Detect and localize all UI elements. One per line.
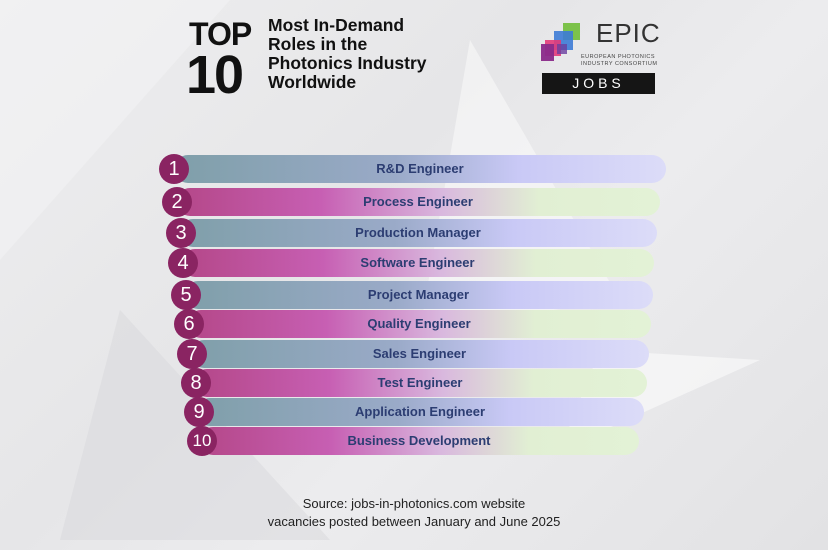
list-item: Application Engineer <box>196 398 644 426</box>
role-label: R&D Engineer <box>376 161 464 176</box>
rank-badge: 6 <box>174 309 204 339</box>
list-item: Project Manager <box>184 281 653 309</box>
list-item: Software Engineer <box>181 249 654 277</box>
source-date-line: vacancies posted between January and Jun… <box>267 514 561 529</box>
role-label: Quality Engineer <box>367 316 471 331</box>
epic-wordmark: EPIC <box>596 18 661 48</box>
epic-subtitle: EUROPEAN PHOTONICS INDUSTRY CONSORTIUM <box>581 54 657 68</box>
ten-label: 10 <box>186 45 244 105</box>
headline: Most In-Demand Roles in the Photonics In… <box>268 16 488 92</box>
header: TOP 10 Most In-Demand Roles in the Photo… <box>0 0 828 110</box>
epic-subtitle-line: EUROPEAN PHOTONICS <box>581 54 655 60</box>
rank-badge: 5 <box>171 280 201 310</box>
rank-badge: 10 <box>187 426 217 456</box>
source-line: Source: jobs-in-photonics.com website <box>302 496 526 511</box>
jobs-badge: JOBS <box>542 73 655 94</box>
rank-badge: 3 <box>166 218 196 248</box>
role-label: Application Engineer <box>354 404 485 419</box>
list-item: Sales Engineer <box>190 340 649 368</box>
headline-line: Worldwide <box>268 72 357 92</box>
list-item: Production Manager <box>179 219 657 247</box>
rank-badge: 2 <box>162 187 192 217</box>
headline-line: Photonics Industry <box>268 53 427 73</box>
role-label: Production Manager <box>355 225 481 240</box>
top-label: TOP <box>189 16 252 52</box>
epic-logo: EPIC EUROPEAN PHOTONICS INDUSTRY CONSORT… <box>541 18 661 94</box>
epic-squares-icon <box>541 23 580 61</box>
role-label: Business Development <box>347 433 491 448</box>
list-item: Quality Engineer <box>187 310 651 338</box>
headline-line: Most In-Demand <box>268 15 405 35</box>
list-item: Business Development <box>199 427 639 455</box>
role-label: Sales Engineer <box>372 346 467 361</box>
rank-badge: 7 <box>177 339 207 369</box>
role-label: Test Engineer <box>377 375 463 390</box>
role-label: Software Engineer <box>360 255 475 270</box>
rank-badge: 1 <box>159 154 189 184</box>
list-item: Process Engineer <box>176 188 660 216</box>
list-item: R&D Engineer <box>174 155 666 183</box>
epic-subtitle-line: INDUSTRY CONSORTIUM <box>581 61 658 67</box>
rank-badge: 4 <box>168 248 198 278</box>
rank-badge: 9 <box>184 397 214 427</box>
rank-badge: 8 <box>181 368 211 398</box>
source-footer: Source: jobs-in-photonics.com website va… <box>0 495 828 531</box>
list-item: Test Engineer <box>193 369 647 397</box>
headline-line: Roles in the <box>268 34 368 54</box>
role-label: Process Engineer <box>363 194 473 209</box>
role-label: Project Manager <box>367 287 470 302</box>
